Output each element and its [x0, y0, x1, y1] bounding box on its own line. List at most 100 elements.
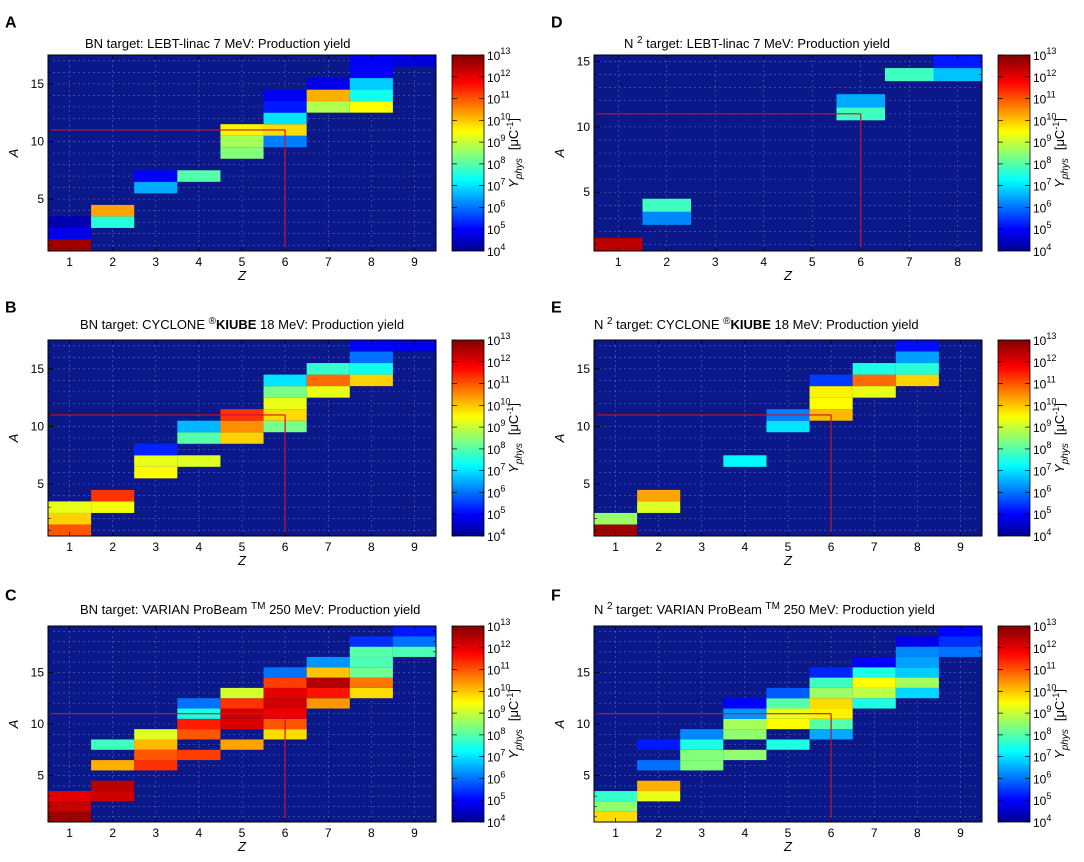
heatmap-cell [637, 760, 681, 771]
y-tick-label: 10 [577, 419, 591, 433]
heatmap-cell [134, 181, 178, 194]
heatmap-cell [637, 780, 681, 792]
colorbar-label: Yphys[μC-1] [1051, 118, 1071, 188]
x-tick-label: 8 [914, 826, 921, 840]
x-tick-label: 4 [760, 255, 767, 269]
x-tick-label: 3 [152, 826, 159, 840]
heatmap-cell [933, 68, 982, 82]
heatmap-cell [48, 239, 92, 251]
x-tick-label: 3 [698, 540, 705, 554]
y-axis-label: A [552, 149, 567, 159]
heatmap-cell [852, 363, 896, 375]
heatmap-cell [349, 374, 393, 387]
panel-title: BN target: LEBT-linac 7 MeV: Production … [85, 36, 350, 51]
x-tick-label: 5 [239, 255, 246, 269]
x-tick-label: 8 [368, 540, 375, 554]
colorbar-tick-label: 109 [1033, 704, 1051, 721]
colorbar-tick-label: 104 [487, 527, 505, 544]
heatmap-cell [852, 687, 896, 699]
heatmap-cell [637, 791, 681, 802]
heatmap-cell [306, 667, 350, 678]
colorbar-tick-label: 1010 [1033, 682, 1056, 699]
colorbar: 104 105 106 107 108 109 1010 1011 1012 1013 Yphys[… [997, 331, 1071, 544]
panel-letter: B [5, 299, 17, 316]
heatmap-cell [134, 739, 178, 750]
colorbar-label: Yphys[μC-1] [1051, 403, 1071, 473]
panel-c: C BN target: VARIAN ProBeam TM 250 MeV: P… [5, 587, 525, 854]
heatmap-cell [306, 656, 350, 668]
y-axis-label: A [6, 434, 21, 444]
heatmap-cell [809, 698, 853, 709]
colorbar-tick-label: 1011 [487, 375, 510, 392]
heatmap-cell [349, 78, 393, 90]
heatmap-cell [263, 698, 307, 709]
heatmap-cell [48, 524, 92, 536]
heatmap-cell [895, 340, 939, 352]
heatmap-cell [134, 760, 178, 771]
panel-letter: F [551, 587, 561, 604]
colorbar-gradient [451, 339, 485, 537]
x-tick-label: 7 [325, 255, 332, 269]
colorbar-label: Yphys[μC-1] [1051, 689, 1071, 759]
heatmap-cell [642, 211, 691, 225]
x-tick-label: 7 [871, 540, 878, 554]
heatmap-cell [306, 687, 350, 699]
heatmap-cell [766, 420, 810, 433]
colorbar-tick-label: 1013 [1033, 331, 1056, 348]
heatmap-cell [263, 374, 307, 387]
heatmap-cell [48, 501, 92, 513]
panel-title: BN target: VARIAN ProBeam TM 250 MeV: Pr… [80, 601, 420, 618]
heatmap-cell [220, 432, 264, 444]
x-tick-label: 6 [282, 540, 289, 554]
colorbar-tick-label: 108 [487, 440, 505, 457]
y-axis-label: A [6, 149, 21, 159]
heatmap-cell [177, 170, 221, 182]
heatmap-cell [91, 489, 135, 502]
heatmap-cell [680, 760, 724, 771]
heatmap-cell [392, 55, 436, 67]
colorbar-tick-label: 1010 [487, 682, 510, 699]
colorbar-gradient [451, 54, 485, 252]
panel-letter: D [551, 14, 563, 31]
heatmap-cell [220, 718, 264, 730]
panel-letter: C [5, 587, 17, 604]
y-axis-label: A [6, 720, 21, 730]
heatmap-cell [723, 749, 767, 761]
y-tick-label: 10 [31, 717, 45, 731]
heatmap-cell [91, 780, 135, 792]
heatmap-cell [680, 739, 724, 750]
y-tick-label: 15 [31, 77, 45, 91]
x-tick-label: 8 [368, 826, 375, 840]
heatmap-cell [809, 386, 853, 398]
colorbar-tick-label: 104 [487, 242, 505, 259]
y-tick-label: 5 [37, 477, 44, 491]
colorbar-gradient [997, 625, 1031, 823]
x-tick-label: 5 [239, 540, 246, 554]
heatmap-cell [220, 739, 264, 750]
colorbar-tick-label: 1010 [487, 396, 510, 413]
heatmap-cell [594, 237, 643, 251]
heatmap-cell [134, 466, 178, 479]
heatmap-cell [885, 68, 934, 82]
x-axis-label: Z [783, 553, 793, 568]
x-tick-label: 5 [785, 826, 792, 840]
heatmap-cell [349, 667, 393, 678]
heatmap-cell [177, 420, 221, 433]
x-tick-label: 6 [828, 826, 835, 840]
heatmap-cell [263, 397, 307, 410]
colorbar-tick-label: 107 [1033, 177, 1051, 194]
heatmap-cell [91, 739, 135, 750]
colorbar-tick-label: 105 [1033, 220, 1051, 237]
heatmap-cell [306, 78, 350, 90]
heatmap-cell [809, 374, 853, 387]
colorbar-tick-label: 1012 [487, 639, 510, 656]
colorbar-tick-label: 1013 [1033, 617, 1056, 634]
heatmap-cell [895, 677, 939, 688]
heatmap-cell [723, 698, 767, 709]
x-tick-label: 6 [282, 255, 289, 269]
heatmap-cell [220, 135, 264, 148]
heatmap-cell [895, 687, 939, 699]
x-tick-label: 5 [239, 826, 246, 840]
